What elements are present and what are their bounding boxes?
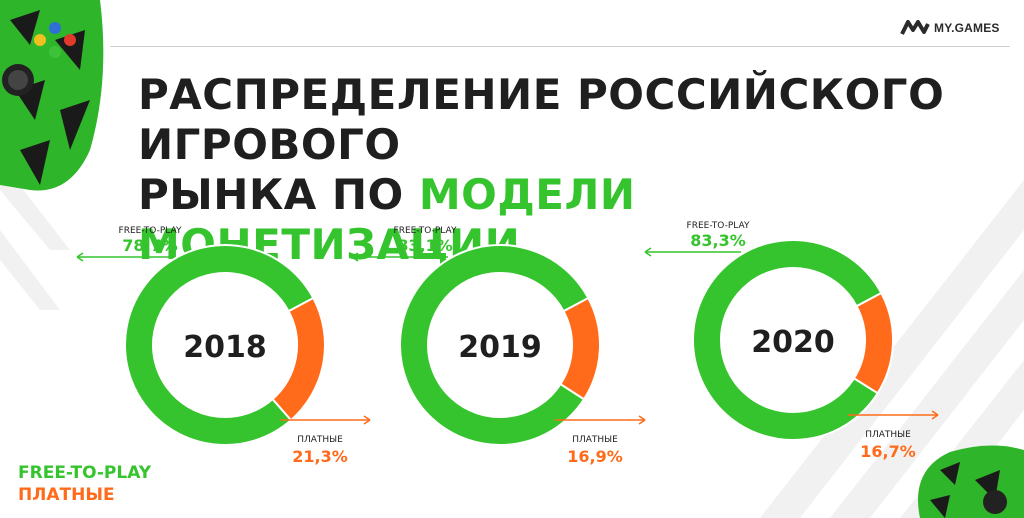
free-to-play-value: 83,3% [690, 231, 746, 250]
arrow-left-icon [351, 252, 359, 262]
free-to-play-label: FREE-TO-PLAY [687, 221, 750, 231]
donut-slice-free-to-play [124, 244, 315, 446]
logo-text: MY.GAMES [934, 21, 1000, 35]
donut-center-label: 2018 [183, 330, 267, 365]
free-to-play-value: 78,7% [122, 236, 178, 255]
donut-slice-free-to-play [399, 244, 590, 446]
gamepad-illustration-top-left [0, 0, 104, 191]
title-line-2-dark: РЫНКА ПО [138, 170, 419, 219]
arrow-right-icon [638, 415, 646, 425]
free-to-play-label: FREE-TO-PLAY [119, 226, 182, 236]
free-to-play-label: FREE-TO-PLAY [394, 226, 457, 236]
legend: FREE-TO-PLAY ПЛАТНЫЕ [18, 462, 151, 506]
paid-value: 21,3% [292, 447, 348, 466]
title-line-2: РЫНКА ПО МОДЕЛИ МОНЕТИЗАЦИИ [138, 170, 998, 270]
arrow-right-icon [363, 415, 371, 425]
legend-paid: ПЛАТНЫЕ [18, 485, 115, 505]
arrow-left-icon [644, 247, 652, 257]
legend-free-to-play: FREE-TO-PLAY [18, 463, 152, 483]
header-divider [110, 46, 1010, 47]
donut-center-label: 2020 [751, 325, 835, 360]
mygames-logo: MY.GAMES [900, 18, 1000, 38]
donut-slice-free-to-play [692, 239, 883, 441]
donut-slice-paid [559, 296, 601, 401]
mygames-logo-icon [900, 20, 930, 35]
donut-center-label: 2019 [458, 330, 542, 365]
paid-label: ПЛАТНЫЕ [572, 435, 618, 445]
page-title: РАСПРЕДЕЛЕНИЕ РОССИЙСКОГО ИГРОВОГО РЫНКА… [138, 70, 998, 270]
paid-label: ПЛАТНЫЕ [297, 435, 343, 445]
paid-value: 16,7% [860, 442, 916, 461]
paid-label: ПЛАТНЫЕ [865, 430, 911, 440]
paid-value: 16,9% [567, 447, 623, 466]
arrow-left-icon [76, 252, 84, 262]
free-to-play-value: 83,1% [397, 236, 453, 255]
title-line-1: РАСПРЕДЕЛЕНИЕ РОССИЙСКОГО ИГРОВОГО [138, 70, 945, 169]
donut-slice-paid [852, 291, 894, 395]
gamepad-illustration-bottom-right [918, 445, 1024, 518]
arrow-right-icon [931, 410, 939, 420]
donut-slice-paid [271, 296, 326, 422]
